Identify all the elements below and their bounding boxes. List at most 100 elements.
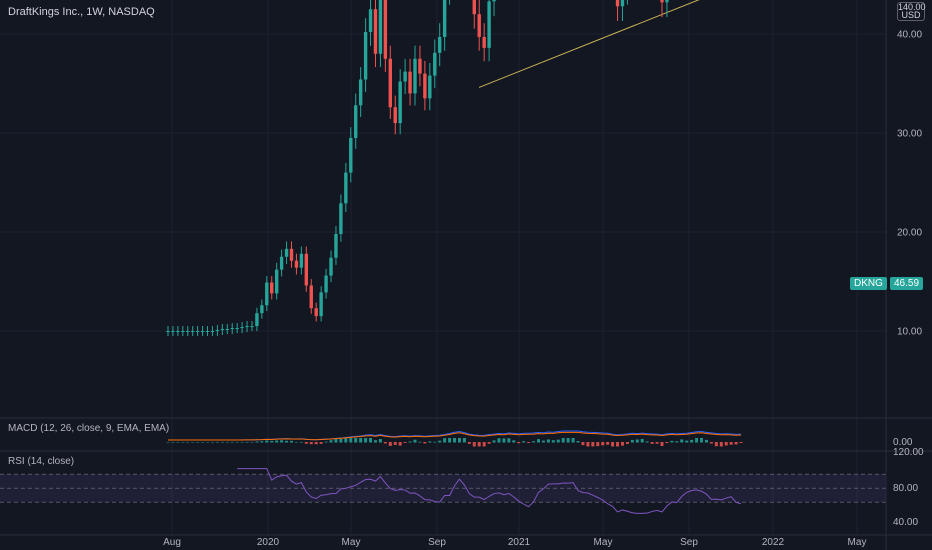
macd-histogram-bar <box>418 441 422 443</box>
candle-body <box>279 256 284 270</box>
candle-body <box>195 331 200 332</box>
macd-histogram-bar <box>388 442 392 446</box>
macd-histogram-bar <box>739 442 743 444</box>
macd-histogram-bar <box>378 438 382 443</box>
macd-histogram-bar <box>230 441 234 443</box>
macd-signal-line <box>168 431 742 441</box>
candle-body <box>378 0 383 54</box>
macd-histogram-bar <box>403 442 407 443</box>
macd-histogram-bar <box>685 440 689 443</box>
macd-histogram-bar <box>383 442 387 444</box>
macd-histogram-bar <box>467 442 471 444</box>
lower-trendline <box>478 0 700 88</box>
candle-body <box>299 253 304 268</box>
macd-histogram-bar <box>344 438 348 443</box>
y-tick-label: 30.00 <box>897 129 922 140</box>
macd-histogram-bar <box>537 439 540 443</box>
currency-label: USD <box>901 10 921 20</box>
macd-histogram-bar <box>497 438 501 443</box>
candle-body <box>665 0 669 3</box>
macd-histogram-bar <box>522 441 526 443</box>
macd-histogram-bar <box>349 438 353 443</box>
candle-body <box>250 326 254 328</box>
macd-histogram-bar <box>324 441 328 443</box>
candle-body <box>388 58 392 108</box>
macd-histogram-bar <box>695 438 699 443</box>
candle-body <box>181 331 185 332</box>
macd-histogram-bar <box>176 442 180 443</box>
candle-body <box>620 0 625 7</box>
macd-histogram-bar <box>339 438 343 443</box>
macd-histogram-bar <box>181 442 185 443</box>
candle-body <box>235 328 239 330</box>
candle-body <box>225 329 229 331</box>
macd-histogram-bar <box>359 438 363 443</box>
macd-histogram-bar <box>433 441 437 443</box>
macd-histogram-bar <box>527 442 531 443</box>
candle-body <box>270 282 274 294</box>
macd-histogram-bar <box>285 440 289 443</box>
macd-histogram-bar <box>507 438 511 443</box>
candle-body <box>477 14 481 37</box>
macd-histogram-bar <box>616 442 620 447</box>
candle-body <box>383 0 388 59</box>
macd-histogram-bar <box>265 440 269 443</box>
macd-histogram-bar <box>196 442 200 443</box>
candle-body <box>210 331 215 332</box>
macd-histogram-bar <box>334 439 338 443</box>
x-tick-label: Sep <box>428 537 446 548</box>
candle-body <box>191 331 195 332</box>
macd-histogram-bar <box>611 442 615 447</box>
macd-histogram-bar <box>645 441 649 443</box>
macd-histogram-bar <box>275 440 279 443</box>
macd-histogram-bar <box>477 442 481 447</box>
candle-body <box>442 0 447 37</box>
macd-histogram-bar <box>690 439 694 443</box>
macd-histogram-bar <box>201 442 205 443</box>
candle-body <box>220 329 225 331</box>
macd-histogram-bar <box>304 442 308 444</box>
rsi-pane <box>0 468 886 514</box>
macd-histogram-bar <box>660 442 664 446</box>
macd-histogram-bar <box>709 442 713 444</box>
macd-histogram-bar <box>655 442 659 444</box>
candle-body <box>418 58 422 74</box>
candle-body <box>482 36 486 48</box>
candle-body <box>265 282 269 306</box>
y-tick-label: 20.00 <box>897 228 922 239</box>
candle-body <box>423 73 427 99</box>
currency-top-price: 140.00 <box>898 2 926 12</box>
candle-body <box>176 331 180 332</box>
x-tick-label: May <box>594 537 613 548</box>
macd-histogram-bar <box>206 442 210 443</box>
macd-histogram-bar <box>650 442 654 444</box>
candle-body <box>284 248 289 257</box>
annotations <box>478 0 700 88</box>
x-tick-label: 2020 <box>257 537 280 548</box>
candle-body <box>255 313 259 327</box>
candle-body <box>408 71 412 94</box>
macd-histogram-bar <box>443 438 447 443</box>
candle-body <box>344 172 348 204</box>
macd-histogram-bar <box>635 439 639 443</box>
currency-button[interactable]: 140.00 USD <box>897 2 926 21</box>
macd-histogram-bar <box>665 442 669 444</box>
macd-histogram-bar <box>319 442 323 444</box>
macd-histogram-bar <box>502 438 506 443</box>
macd-histogram-bar <box>734 442 738 445</box>
macd-histogram-bar <box>309 442 313 445</box>
candle-body <box>215 330 220 332</box>
candle-body <box>309 285 313 309</box>
macd-histogram-bar <box>670 440 674 443</box>
rsi-line <box>237 468 742 514</box>
macd-histogram-bar <box>581 442 585 446</box>
macd-histogram-bar <box>290 440 293 443</box>
candle-body <box>413 58 417 94</box>
macd-histogram-bar <box>280 440 284 443</box>
macd-histogram-bar <box>225 441 229 443</box>
macd-histogram-bar <box>625 442 629 444</box>
macd-histogram-bar <box>191 442 195 443</box>
macd-histogram-bar <box>398 442 402 446</box>
candle-body <box>487 1 491 48</box>
